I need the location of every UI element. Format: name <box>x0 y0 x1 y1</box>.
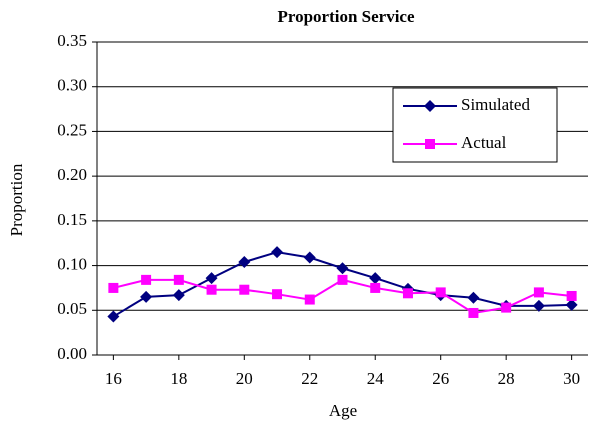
marker <box>107 310 120 323</box>
legend-box <box>392 87 558 163</box>
marker <box>533 287 544 298</box>
y-tick-label: 0.15 <box>57 210 87 229</box>
y-tick-label: 0.30 <box>57 76 87 95</box>
x-tick-label: 22 <box>301 369 318 388</box>
marker <box>532 299 545 312</box>
x-tick-label: 28 <box>498 369 515 388</box>
marker <box>370 282 381 293</box>
x-tick-label: 24 <box>367 369 385 388</box>
marker <box>467 291 480 304</box>
marker <box>501 302 512 313</box>
marker <box>239 284 250 295</box>
y-tick-label: 0.10 <box>57 254 87 273</box>
x-tick-label: 30 <box>563 369 580 388</box>
legend-label: Actual <box>461 133 507 152</box>
marker <box>206 284 217 295</box>
marker <box>565 298 578 311</box>
x-axis-label: Age <box>329 401 357 420</box>
marker <box>108 282 119 293</box>
marker <box>402 288 413 299</box>
marker <box>271 246 284 259</box>
marker <box>337 274 348 285</box>
marker <box>566 290 577 301</box>
y-axis-label: Proportion <box>7 163 26 236</box>
marker <box>425 139 435 149</box>
y-tick-label: 0.25 <box>57 120 87 139</box>
y-tick-label: 0.05 <box>57 299 87 318</box>
marker <box>140 290 153 303</box>
y-tick-label: 0.35 <box>57 31 87 50</box>
x-tick-label: 16 <box>105 369 122 388</box>
marker <box>435 287 446 298</box>
marker <box>303 251 316 264</box>
legend-label: Simulated <box>461 95 530 114</box>
marker <box>336 262 349 275</box>
x-tick-label: 18 <box>170 369 187 388</box>
marker <box>272 289 283 300</box>
marker <box>468 307 479 318</box>
y-tick-label: 0.00 <box>57 344 87 363</box>
marker <box>424 100 436 112</box>
marker <box>141 274 152 285</box>
marker <box>205 272 218 285</box>
marker <box>172 289 185 302</box>
x-tick-label: 26 <box>432 369 449 388</box>
marker <box>173 274 184 285</box>
y-tick-label: 0.20 <box>57 165 87 184</box>
chart-title: Proportion Service <box>277 7 415 26</box>
marker <box>369 272 382 285</box>
marker <box>238 255 251 268</box>
marker <box>304 294 315 305</box>
x-tick-label: 20 <box>236 369 253 388</box>
